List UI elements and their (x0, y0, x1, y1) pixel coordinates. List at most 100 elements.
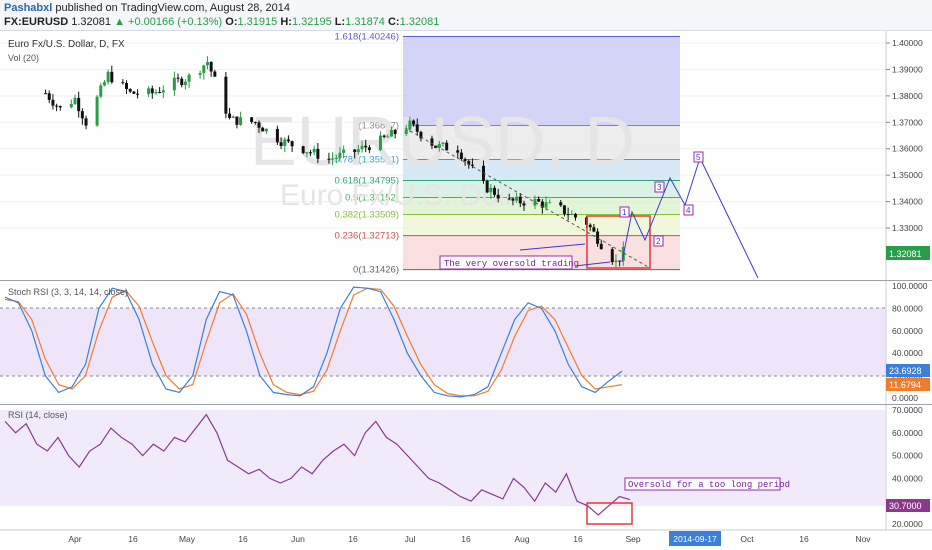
candle-body (132, 91, 136, 94)
candle-body (128, 89, 132, 92)
candle-body (404, 129, 408, 135)
trend-line[interactable] (404, 127, 651, 269)
candle-body (467, 160, 471, 165)
candle-body (125, 82, 129, 90)
candle-body (239, 117, 243, 125)
candle-body (301, 146, 305, 154)
rsi-tick-label: 60.0000 (892, 428, 923, 438)
rsi-tag-text: 30.7000 (889, 501, 922, 511)
time-tick-label: 2014-09-17 (673, 534, 717, 544)
chart-header: Pashabxl published on TradingView.com, A… (0, 0, 932, 31)
annotation-box[interactable] (439, 255, 573, 270)
time-tick-label: Jun (291, 534, 305, 544)
wave-label-box[interactable] (693, 151, 704, 163)
time-tick-label: Sep (625, 534, 640, 544)
time-axis[interactable]: Apr 16 May 16 Jun 16 Jul 16 Aug 16 Sep 2014-09-17 Oc… (68, 531, 871, 546)
annotation-arrow-1 (519, 243, 586, 251)
rsi-title[interactable]: RSI (14, close) (8, 410, 68, 420)
candle-body (279, 142, 283, 146)
last-price-tag-text: 1.32081 (889, 249, 922, 259)
rsi-annotation-box[interactable] (624, 477, 781, 491)
price-tick-label: 1.40000 (892, 38, 923, 48)
publisher-line: Pashabxl published on TradingView.com, A… (4, 2, 290, 14)
high-label: H: (280, 16, 292, 28)
candle-body (544, 202, 548, 208)
candle-body (367, 147, 371, 151)
candle-body (231, 116, 235, 118)
candle-body (77, 97, 81, 112)
oversold-box[interactable] (586, 215, 651, 269)
open-label: O: (225, 16, 238, 28)
rsi-band (0, 410, 886, 506)
candle-body (58, 106, 62, 108)
candle-body (253, 121, 257, 123)
candle-body (51, 99, 55, 106)
candle-body (389, 129, 393, 137)
close-label: C: (387, 16, 400, 28)
candle-body (515, 196, 519, 201)
candle-body (158, 91, 162, 93)
candle-body (419, 131, 423, 139)
main-pane-title[interactable]: Euro Fx/U.S. Dollar, D, FX (8, 39, 125, 50)
candle-body (470, 164, 474, 166)
candle-body (437, 143, 441, 148)
time-tick-label: Jul (405, 534, 416, 544)
rsi-line-path (4, 413, 631, 516)
time-tick-label: Nov (855, 534, 871, 544)
volume-label[interactable]: Vol (20) (8, 53, 39, 63)
symbol-watermark: EURUSD, D (250, 102, 635, 180)
candle-body (445, 142, 449, 151)
stoch-lines[interactable] (4, 286, 623, 398)
wave-label-box[interactable] (654, 181, 665, 193)
symbol-label[interactable]: FX:EURUSD (4, 16, 69, 28)
candle-body (84, 118, 88, 126)
candle-body (496, 194, 500, 199)
price-tick-label: 1.33000 (892, 223, 923, 233)
candle-body (412, 120, 416, 125)
candle-body (511, 198, 515, 201)
candle-body (356, 149, 360, 152)
price-tick-label: 1.35000 (892, 170, 923, 180)
candle-body (209, 61, 213, 72)
price-axis[interactable]: 1.40000 1.39000 1.38000 1.37000 1.36000 1.350… (886, 38, 923, 233)
price-tick-label: 1.37000 (892, 117, 923, 127)
stoch-d-tag-text: 11.6794 (889, 380, 921, 390)
wave-label: 5 (696, 153, 701, 162)
candle-body (205, 61, 209, 66)
candle-body (331, 158, 335, 160)
candle-body (441, 142, 445, 144)
fib-zone (403, 36, 680, 126)
rsi-oversold-box[interactable] (586, 502, 633, 525)
author-link[interactable]: Pashabxl (4, 2, 53, 14)
stoch-title[interactable]: Stoch RSI (3, 3, 14, 14, close) (8, 287, 128, 297)
candle-body (121, 82, 125, 84)
candle-body (430, 138, 434, 146)
candle-body (573, 213, 577, 218)
time-tick-label: Apr (68, 534, 81, 544)
candle-body (257, 122, 261, 128)
wave-label-box[interactable] (683, 204, 694, 216)
candle-body (198, 73, 202, 75)
chart-canvas[interactable]: 1.618(1.40246) 1(1.36877) 0.786(1.35591) 0.… (0, 30, 932, 550)
high-value: 1.32195 (291, 16, 332, 28)
candle-body (95, 96, 99, 126)
candle-body (228, 113, 232, 118)
price-tick-label: 1.36000 (892, 144, 923, 154)
wave-label-box[interactable] (653, 235, 664, 247)
candle-body (110, 71, 114, 83)
candle-body (224, 76, 228, 114)
candle-body (172, 77, 176, 91)
wave-label: 2 (656, 237, 661, 246)
wave-label-box[interactable] (619, 206, 630, 218)
candle-body (548, 202, 552, 204)
candle-body (378, 135, 382, 151)
candle-body (537, 199, 541, 202)
close-value: 1.32081 (399, 16, 440, 28)
candle-body (610, 249, 614, 263)
candle-body (275, 128, 279, 143)
candle-body (69, 103, 73, 108)
candle-body (485, 180, 489, 193)
candle-body (434, 145, 438, 148)
wave-label: 3 (657, 183, 662, 192)
rsi-line[interactable] (4, 413, 631, 516)
